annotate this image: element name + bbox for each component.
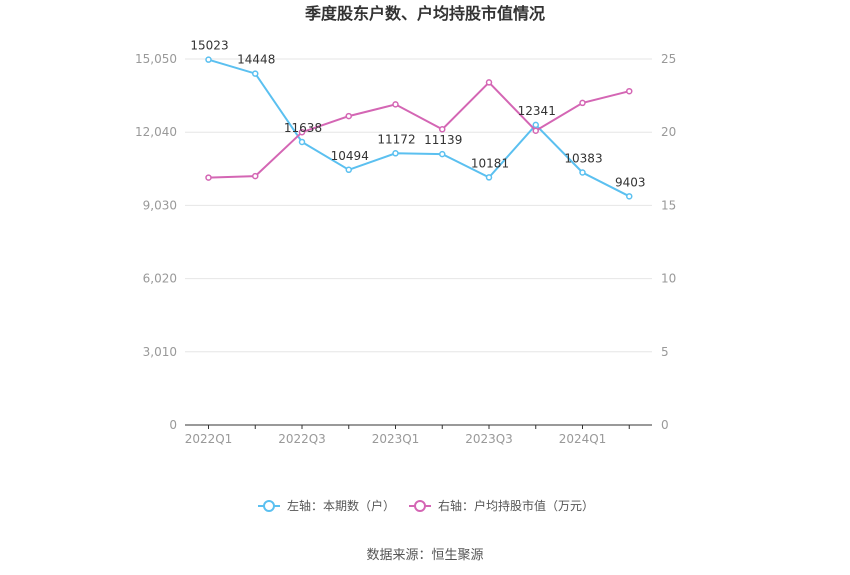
- legend-label: 左轴：本期数（户）: [287, 498, 395, 513]
- data-source-note: 数据来源：恒生聚源: [366, 548, 483, 563]
- data-point: [205, 174, 212, 181]
- data-point: [392, 101, 399, 108]
- y-left-tick-label: 9,030: [143, 198, 177, 212]
- data-point: [439, 150, 446, 158]
- data-point: [298, 128, 306, 136]
- data-label: 11172: [377, 132, 415, 146]
- y-right-tick-label: 15: [661, 198, 676, 212]
- data-point: [205, 56, 212, 63]
- data-point: [579, 99, 586, 107]
- x-tick-label: 2022Q3: [278, 432, 326, 446]
- legend-item-right-axis: 右轴：户均持股市值（万元）: [409, 498, 594, 513]
- data-point: [345, 166, 352, 174]
- data-label: 9403: [615, 175, 646, 189]
- data-label: 14448: [237, 53, 275, 67]
- data-point: [579, 169, 586, 176]
- y-right-tick-label: 20: [661, 125, 676, 139]
- x-tick-label: 2023Q3: [465, 432, 513, 446]
- data-point: [252, 172, 259, 180]
- data-label: 12341: [518, 104, 556, 118]
- y-right-tick-label: 10: [661, 272, 676, 286]
- legend-marker-icon: [263, 500, 275, 512]
- data-point: [532, 127, 539, 134]
- series-line-1: [208, 58, 630, 198]
- legend: 左轴：本期数（户） 右轴：户均持股市值（万元）: [258, 498, 594, 513]
- y-left-tick-label: 3,010: [143, 345, 177, 359]
- data-labels: 15023 14448 11638 10494 11172 11139 10181 12341…: [190, 39, 645, 190]
- data-point: [252, 70, 259, 77]
- y-left-tick-label: 12,040: [135, 125, 177, 139]
- series-layer: [205, 56, 633, 200]
- data-label: 11139: [424, 133, 462, 147]
- data-label: 11638: [284, 121, 322, 135]
- x-tick-label: 2022Q1: [185, 432, 233, 446]
- grid-lines: [185, 58, 652, 353]
- y-right-tick-label: 25: [661, 52, 676, 66]
- data-point: [532, 121, 539, 129]
- data-point: [485, 174, 493, 181]
- data-point: [298, 138, 306, 146]
- data-label: 10494: [331, 149, 369, 163]
- data-label: 10383: [564, 151, 602, 165]
- data-label: 10181: [471, 156, 509, 170]
- y-left-tick-label: 6,020: [143, 272, 177, 286]
- legend-label: 右轴：户均持股市值（万元）: [438, 498, 594, 513]
- y-left-tick-label: 15,050: [135, 52, 177, 66]
- data-point: [345, 112, 352, 120]
- data-point: [439, 126, 446, 133]
- series-line-2: [208, 80, 630, 179]
- data-label: 15023: [190, 39, 228, 53]
- axes: 0 0 3,010 5 6,020 10 9,030 15 12,040 20 15,050 25 20…: [135, 52, 676, 446]
- y-right-tick-label: 5: [661, 345, 669, 359]
- legend-marker-icon: [414, 500, 426, 512]
- y-right-tick-label: 0: [661, 418, 669, 432]
- x-tick-label: 2024Q1: [559, 432, 607, 446]
- data-point: [392, 150, 399, 157]
- chart-title: 季度股东户数、户均持股市值情况: [304, 4, 545, 23]
- y-left-tick-label: 0: [169, 418, 177, 432]
- data-point: [626, 193, 633, 200]
- legend-item-left-axis: 左轴：本期数（户）: [258, 498, 395, 513]
- data-point: [485, 79, 493, 86]
- data-point: [626, 87, 633, 95]
- x-tick-label: 2023Q1: [372, 432, 420, 446]
